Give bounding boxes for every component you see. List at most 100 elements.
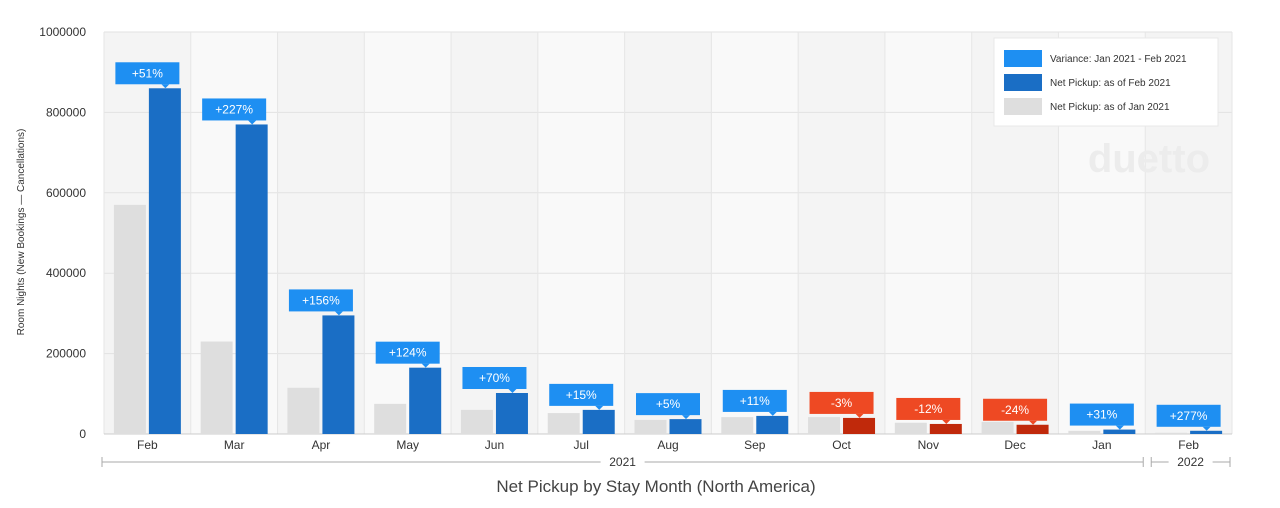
bar-feb-2021[interactable] (756, 415, 789, 434)
variance-callout: +15% (549, 383, 614, 410)
bars (113, 88, 1223, 435)
column-band (624, 32, 712, 434)
legend-label: Net Pickup: as of Jan 2021 (1050, 102, 1170, 113)
variance-label: -3% (831, 396, 853, 410)
variance-label: +51% (132, 66, 163, 80)
bar-feb-2021[interactable] (409, 367, 442, 434)
x-tick-label: Jun (485, 438, 504, 452)
variance-pointer (1115, 425, 1124, 430)
variance-label: +156% (302, 293, 340, 307)
bar-jan-2021[interactable] (1068, 430, 1101, 434)
variance-pointer (1202, 426, 1211, 431)
variance-pointer (855, 413, 864, 418)
bar-jan-2021[interactable] (287, 387, 320, 434)
y-tick-label: 200000 (46, 347, 86, 361)
variance-callout: +156% (288, 289, 353, 316)
bar-feb-2021[interactable] (1016, 424, 1049, 434)
variance-label: +124% (389, 346, 427, 360)
bar-jan-2021[interactable] (1155, 432, 1188, 434)
variance-label: +11% (740, 394, 770, 408)
x-tick-label: May (396, 438, 419, 452)
variance-box (549, 383, 614, 406)
variance-label: +15% (566, 388, 597, 402)
bar-jan-2021[interactable] (981, 421, 1014, 434)
y-tick-label: 400000 (46, 266, 86, 280)
variance-callout: +124% (375, 341, 440, 368)
variance-callout: +51% (115, 62, 180, 89)
column-band (711, 32, 799, 434)
variance-box (375, 341, 440, 364)
bar-jan-2021[interactable] (460, 409, 493, 434)
x-tick-label: Oct (832, 438, 851, 452)
x-tick-label: Dec (1004, 438, 1025, 452)
variance-box (115, 62, 180, 85)
year-label: 2021 (609, 455, 636, 469)
variance-pointer (161, 84, 170, 89)
bar-feb-2021[interactable] (148, 88, 181, 434)
bar-jan-2021[interactable] (894, 422, 927, 434)
bar-feb-2021[interactable] (495, 392, 528, 434)
variance-callout: +5% (636, 393, 700, 420)
year-groups: 2021 2022 (101, 455, 1231, 469)
bar-feb-2021[interactable] (929, 423, 962, 434)
bar-jan-2021[interactable] (808, 417, 841, 434)
variance-callout: +31% (1069, 403, 1134, 430)
variance-pointer (768, 411, 777, 416)
variance-box (809, 391, 874, 414)
bar-feb-2021[interactable] (322, 315, 355, 434)
variance-pointer (421, 363, 430, 368)
bar-jan-2021[interactable] (721, 417, 754, 434)
x-tick-label: Jul (574, 438, 589, 452)
variance-pointer (334, 311, 343, 316)
x-tick-label: Nov (918, 438, 939, 452)
bar-jan-2021[interactable] (200, 341, 233, 434)
variance-box (896, 397, 961, 420)
legend-item[interactable]: Variance: Jan 2021 - Feb 2021 (1004, 50, 1187, 67)
x-axis-categories: Feb Mar Apr May Jun Jul Aug Sep Oct Nov Dec Jan Feb (137, 438, 1199, 452)
year-group: 2022 (1150, 455, 1231, 469)
y-tick-label: 800000 (46, 105, 86, 119)
variance-callout: +11% (722, 389, 787, 416)
legend-label: Net Pickup: as of Feb 2021 (1050, 78, 1171, 89)
bar-jan-2021[interactable] (634, 419, 667, 434)
legend-label: Variance: Jan 2021 - Feb 2021 (1050, 54, 1187, 65)
year-label: 2022 (1177, 455, 1204, 469)
bar-jan-2021[interactable] (113, 204, 146, 434)
variance-box (462, 366, 527, 389)
variance-box (983, 398, 1048, 421)
x-tick-label: Aug (657, 438, 678, 452)
variance-label: -24% (1001, 403, 1029, 417)
legend-swatch (1004, 74, 1042, 91)
bar-feb-2021[interactable] (1190, 430, 1223, 434)
variance-label: +70% (479, 371, 510, 385)
bar-feb-2021[interactable] (582, 409, 615, 434)
y-axis-label: Room Nights (New Bookings — Cancellation… (16, 129, 27, 336)
x-tick-label: Sep (744, 438, 766, 452)
variance-label: +227% (215, 102, 253, 116)
bar-feb-2021[interactable] (843, 417, 876, 434)
column-band (798, 32, 885, 434)
legend-swatch (1004, 98, 1042, 115)
legend-item[interactable]: Net Pickup: as of Feb 2021 (1004, 74, 1171, 91)
watermark: duetto (1088, 137, 1210, 181)
variance-label: +31% (1086, 408, 1117, 422)
bar-feb-2021[interactable] (669, 419, 702, 434)
variance-pointer (682, 415, 690, 420)
bar-feb-2021[interactable] (1103, 429, 1136, 434)
variance-box (722, 389, 787, 412)
y-tick-label: 0 (79, 427, 86, 441)
bar-jan-2021[interactable] (547, 413, 580, 434)
legend-item[interactable]: Net Pickup: as of Jan 2021 (1004, 98, 1170, 115)
bar-feb-2021[interactable] (235, 124, 268, 435)
variance-callout: -12% (896, 397, 961, 424)
variance-pointer (595, 405, 604, 410)
variance-labels: +51% +227% +156% +124% +70% +15% +5% +11% -3% -12… (115, 62, 1221, 431)
bar-jan-2021[interactable] (374, 403, 407, 434)
y-axis-ticks: 0 200000 400000 600000 800000 1000000 (39, 25, 86, 441)
x-tick-label: Jan (1092, 438, 1111, 452)
variance-box (1069, 403, 1134, 426)
year-group: 2021 (101, 455, 1144, 469)
legend-swatch (1004, 50, 1042, 67)
